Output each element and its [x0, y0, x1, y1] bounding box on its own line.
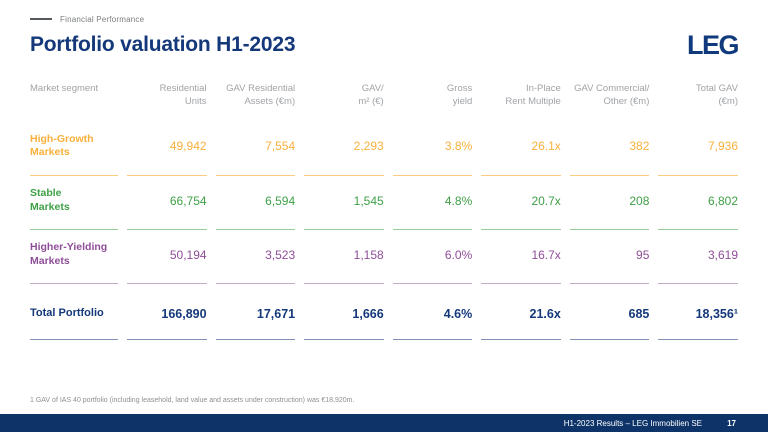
footnote: 1 GAV of IAS 40 portfolio (including lea… [30, 397, 355, 404]
table-header-row: Market segment Residential Units GAV Res… [30, 83, 738, 122]
column-header-line: In-Place [525, 83, 561, 94]
column-header-line: Total GAV [695, 83, 738, 94]
portfolio-table-wrap: Market segment Residential Units GAV Res… [21, 83, 747, 340]
value-cell: 208 [569, 176, 650, 231]
title-bar: Portfolio valuation H1-2023 LEG [30, 30, 740, 60]
value-cell: 26.1x [481, 122, 561, 176]
column-header-line: Residential [159, 83, 207, 94]
column-header-line: Market segment [30, 83, 99, 94]
segment-cell: Higher-Yielding Markets [30, 230, 118, 285]
column-header-line: Other (€m) [603, 95, 650, 107]
column-header-in-place-rent-multiple: In-Place Rent Multiple [481, 83, 561, 122]
table-row-high-growth: High-Growth Markets 49,942 7,554 2,293 3… [30, 122, 738, 176]
column-header-gav-per-m2: GAV/ m² (€) [304, 83, 384, 122]
column-header-line: GAV Residential [226, 83, 296, 94]
value-cell: 166,890 [127, 284, 207, 340]
column-header-line: Rent Multiple [505, 95, 561, 107]
column-header-line: m² (€) [358, 95, 384, 107]
column-header-line: GAV/ [361, 83, 384, 94]
column-header-total-gav: Total GAV (€m) [658, 83, 738, 122]
leg-logo: LEG [686, 30, 740, 60]
column-header-line: Gross [446, 83, 473, 94]
value-cell: 1,666 [304, 284, 384, 340]
value-cell: 66,754 [127, 176, 207, 231]
column-header-residential-units: Residential Units [127, 83, 207, 122]
table-row-stable: Stable Markets 66,754 6,594 1,545 4.8% 2… [30, 176, 738, 231]
value-cell: 6,594 [215, 176, 296, 231]
value-cell: 685 [569, 284, 650, 340]
column-header-line: yield [452, 95, 473, 107]
footer-bar: H1-2023 Results – LEG Immobilien SE 17 [0, 414, 768, 432]
column-header-line: (€m) [718, 95, 738, 107]
segment-cell: Total Portfolio [30, 284, 118, 340]
value-cell: 1,545 [304, 176, 384, 231]
value-cell: 1,158 [304, 230, 384, 285]
value-cell: 382 [569, 122, 650, 176]
value-cell: 4.8% [392, 176, 473, 231]
column-header-gav-residential: GAV Residential Assets (€m) [216, 83, 296, 122]
value-cell: 3.8% [392, 122, 473, 176]
value-cell: 3,619 [658, 230, 738, 285]
value-cell: 95 [569, 230, 650, 285]
value-cell: 21.6x [481, 284, 561, 340]
value-cell: 7,936 [658, 122, 738, 176]
eyebrow-dash [30, 18, 52, 20]
column-header-gav-commercial-other: GAV Commercial/ Other (€m) [570, 83, 650, 122]
value-cell: 18,356¹ [658, 284, 738, 340]
column-header-line: Units [184, 95, 207, 107]
value-cell: 49,942 [127, 122, 207, 176]
value-cell: 17,671 [215, 284, 296, 340]
page-title: Portfolio valuation H1-2023 [30, 33, 296, 56]
value-cell: 7,554 [215, 122, 296, 176]
table-row-higher-yielding: Higher-Yielding Markets 50,194 3,523 1,1… [30, 230, 738, 285]
column-header-line: GAV Commercial/ [574, 83, 650, 94]
footer-text: H1-2023 Results – LEG Immobilien SE [563, 418, 702, 428]
segment-cell: High-Growth Markets [30, 122, 118, 176]
segment-cell: Stable Markets [30, 176, 118, 231]
portfolio-table: Market segment Residential Units GAV Res… [21, 83, 747, 340]
column-header-market-segment: Market segment [30, 83, 118, 122]
value-cell: 6.0% [392, 230, 473, 285]
table-row-total-portfolio: Total Portfolio 166,890 17,671 1,666 4.6… [30, 284, 738, 340]
value-cell: 6,802 [658, 176, 738, 231]
column-header-gross-yield: Gross yield [393, 83, 473, 122]
eyebrow: Financial Performance [30, 14, 738, 24]
column-header-line: Assets (€m) [244, 95, 296, 107]
value-cell: 4.6% [392, 284, 473, 340]
value-cell: 2,293 [304, 122, 384, 176]
value-cell: 20.7x [481, 176, 561, 231]
value-cell: 16.7x [481, 230, 561, 285]
eyebrow-label: Financial Performance [60, 14, 145, 24]
value-cell: 50,194 [127, 230, 207, 285]
slide: Financial Performance Portfolio valuatio… [21, 14, 747, 340]
value-cell: 3,523 [215, 230, 296, 285]
page-number: 17 [727, 418, 736, 428]
